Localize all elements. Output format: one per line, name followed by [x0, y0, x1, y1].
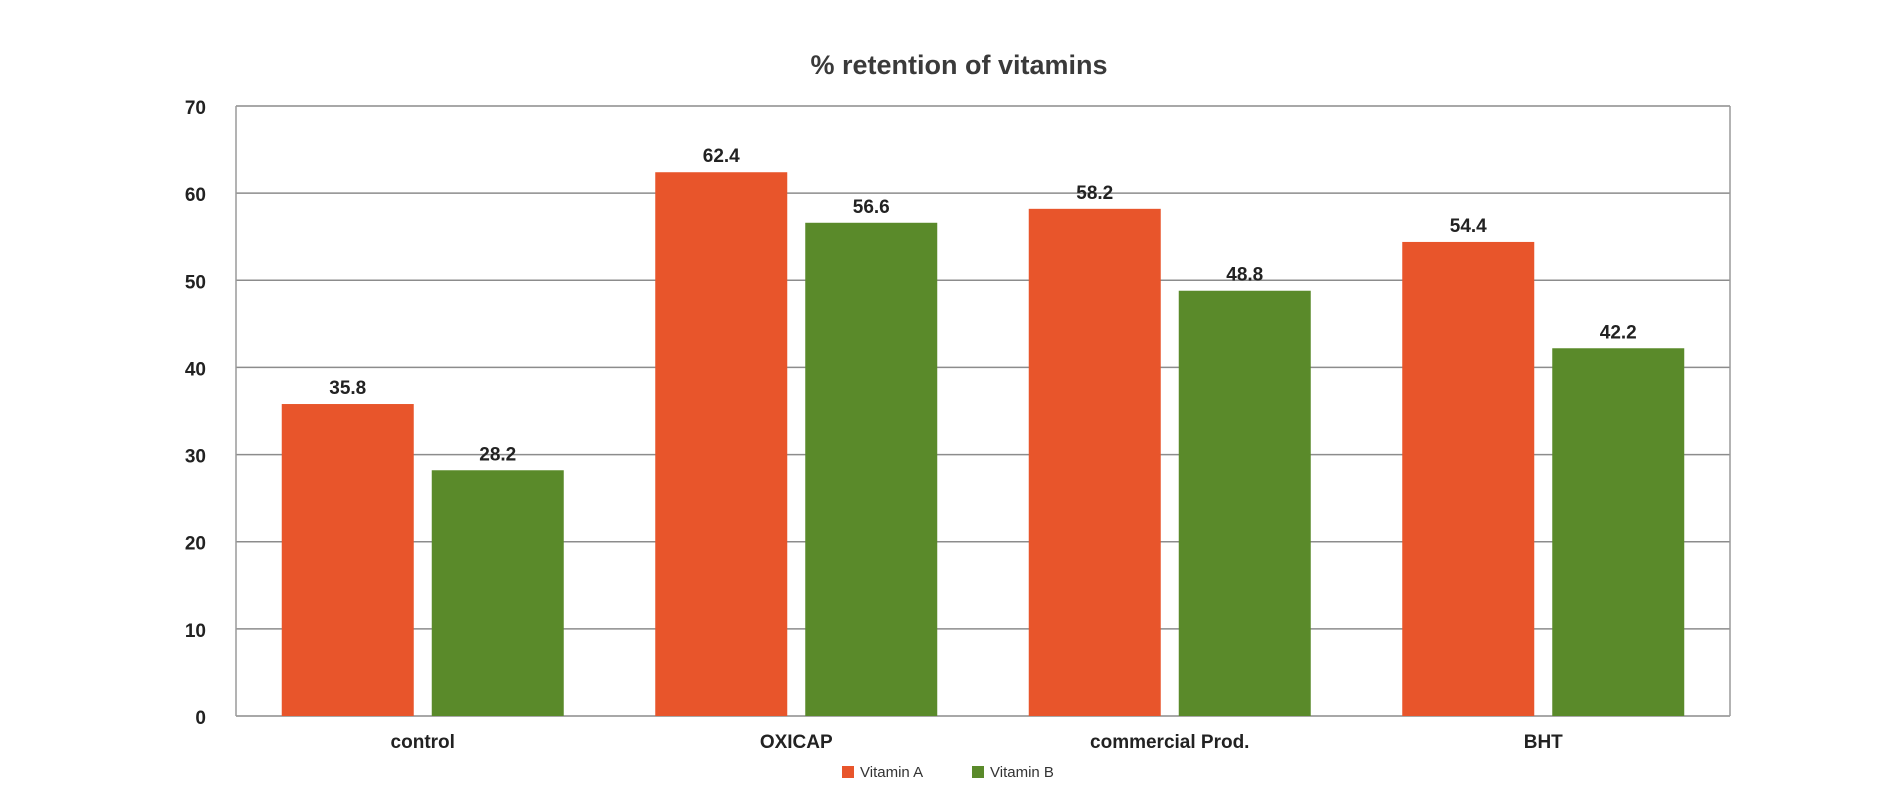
- y-tick-label: 10: [185, 621, 206, 642]
- data-label: 35.8: [329, 378, 366, 399]
- y-tick-label: 50: [185, 272, 206, 293]
- legend-label: Vitamin B: [990, 764, 1054, 781]
- y-tick-label: 0: [195, 708, 206, 729]
- x-tick-label: commercial Prod.: [1090, 732, 1249, 753]
- bar-vitamin-a-3: [1028, 208, 1161, 717]
- data-label: 42.2: [1600, 322, 1637, 343]
- y-tick-label: 20: [185, 534, 206, 555]
- data-label: 28.2: [479, 444, 516, 465]
- y-tick-label: 70: [185, 98, 206, 119]
- data-labels: 35.8 28.2 62.4 56.6 58.2 48.8 54.4 42.2: [329, 146, 1636, 465]
- y-tick-label: 40: [185, 359, 206, 380]
- legend: Vitamin A Vitamin B: [842, 764, 1054, 781]
- chart-title: % retention of vitamins: [810, 50, 1107, 80]
- data-label: 48.8: [1226, 265, 1263, 286]
- legend-swatch: [842, 766, 854, 778]
- bar-vitamin-a-1: [281, 404, 414, 716]
- data-label: 62.4: [703, 146, 740, 167]
- x-tick-label: BHT: [1524, 732, 1563, 753]
- bars: [281, 172, 1685, 717]
- bar-vitamin-b-3: [1178, 290, 1311, 716]
- bar-vitamin-b-4: [1552, 348, 1685, 716]
- data-label: 56.6: [853, 197, 890, 218]
- data-label: 54.4: [1450, 216, 1487, 237]
- bar-vitamin-a-2: [655, 172, 788, 716]
- bar-vitamin-b-1: [431, 470, 564, 716]
- x-tick-label: OXICAP: [760, 732, 833, 753]
- y-tick-label: 30: [185, 447, 206, 468]
- bar-vitamin-a-4: [1402, 241, 1535, 716]
- legend-label: Vitamin A: [860, 764, 923, 781]
- bar-vitamin-b-2: [805, 222, 938, 716]
- legend-swatch: [972, 766, 984, 778]
- axes: 0 10 20 30 40 50 60 70 control OXICAP commercial P…: [185, 98, 1731, 753]
- x-tick-label: control: [391, 732, 455, 753]
- y-tick-label: 60: [185, 185, 206, 206]
- data-label: 58.2: [1076, 183, 1113, 204]
